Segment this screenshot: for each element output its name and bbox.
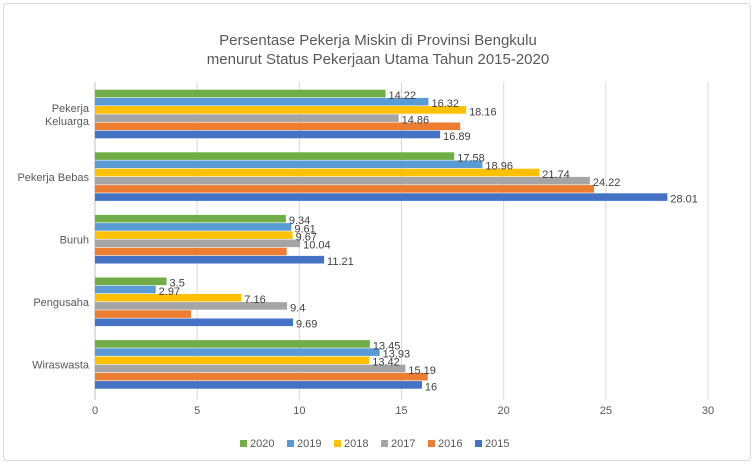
category-label: Pengusaha [33,297,90,309]
data-label: 13.93 [383,349,411,361]
data-label: 24.22 [593,177,621,189]
legend-swatch-2020 [240,440,247,447]
bar-2019 [95,97,429,106]
bar-2018 [95,106,467,114]
bar-2015 [95,193,668,201]
bar-2020 [95,152,455,160]
bar-2018 [95,293,242,302]
bar-2015 [95,130,441,139]
bar-2018 [95,168,540,177]
data-label: 18.16 [469,106,497,118]
data-label: 3.5 [170,278,185,290]
legend-swatch-2016 [428,440,435,447]
data-label: 21.74 [542,169,570,181]
bar-2020 [95,214,286,223]
x-tick-label: 30 [702,405,714,417]
bar-2019 [95,285,156,294]
bar-2017 [95,364,406,373]
legend-swatch-2015 [475,440,482,447]
legend-swatch-2018 [334,440,341,447]
data-label: 16.32 [431,98,459,110]
bar-2018 [95,356,370,365]
data-label: 16 [425,381,437,393]
chart-frame [3,3,751,461]
x-tick-label: 5 [194,405,200,417]
bar-2020 [95,89,386,98]
data-label: 9.4 [290,302,305,314]
x-tick-label: 20 [498,405,510,417]
bar-2016 [95,185,594,193]
category-label: Wiraswasta [32,360,90,372]
data-label: 14.22 [389,90,417,102]
bar-2016 [95,122,461,131]
bar-2019 [95,348,380,356]
legend-label-2020: 2020 [250,438,274,450]
bar-2015 [95,381,422,389]
x-tick-label: 25 [600,405,612,417]
legend-label-2018: 2018 [344,438,368,450]
bar-2017 [95,176,590,185]
legend-label-2017: 2017 [391,438,415,450]
legend-swatch-2019 [287,440,294,447]
bar-2017 [95,302,288,310]
bar-2017 [95,239,301,248]
bar-2017 [95,114,399,122]
legend-swatch-2017 [381,440,388,447]
bar-2020 [95,277,167,286]
data-label: 9.61 [294,223,315,235]
data-label: 10.04 [303,240,331,252]
bar-2015 [95,318,293,327]
data-label: 16.89 [443,131,471,143]
data-label: 7.16 [244,294,265,306]
data-label: 13.45 [373,340,401,352]
data-label: 15.19 [408,365,436,377]
bar-2019 [95,223,292,231]
title-line-2: menurut Status Pekerjaan Utama Tahun 201… [207,51,549,68]
x-tick-label: 15 [395,405,407,417]
data-label: 18.96 [485,161,513,173]
bar-2015 [95,255,325,264]
bar-2020 [95,340,370,348]
category-label: Buruh [60,235,89,247]
bar-2016 [95,372,428,381]
data-label: 11.21 [327,256,354,268]
data-label: 9.69 [296,319,317,331]
legend-label-2015: 2015 [485,438,509,450]
bar-2019 [95,160,483,169]
data-label: 9.67 [296,232,317,244]
x-tick-label: 10 [293,405,305,417]
data-label: 13.42 [372,357,400,369]
bar-2016 [95,247,287,256]
data-label: 2.97 [159,286,180,298]
legend-label-2016: 2016 [438,438,462,450]
legend-label-2019: 2019 [297,438,321,450]
title-line-1: Persentase Pekerja Miskin di Provinsi Be… [219,32,537,49]
x-tick-label: 0 [92,405,98,417]
data-label: 9.34 [289,215,310,227]
bar-2018 [95,231,293,239]
legend: 2020 2019 2018 2017 2016 2015 [240,438,509,450]
chart-title: Persentase Pekerja Miskin di Provinsi Be… [207,32,549,68]
category-label: Pekerja Bebas [17,172,89,184]
data-label: 14.86 [402,115,430,127]
category-label: Pekerja [52,103,90,115]
bar-2016 [95,310,192,318]
category-label: Keluarga [45,116,90,128]
data-label: 28.01 [670,194,698,206]
data-label: 17.58 [457,153,485,165]
